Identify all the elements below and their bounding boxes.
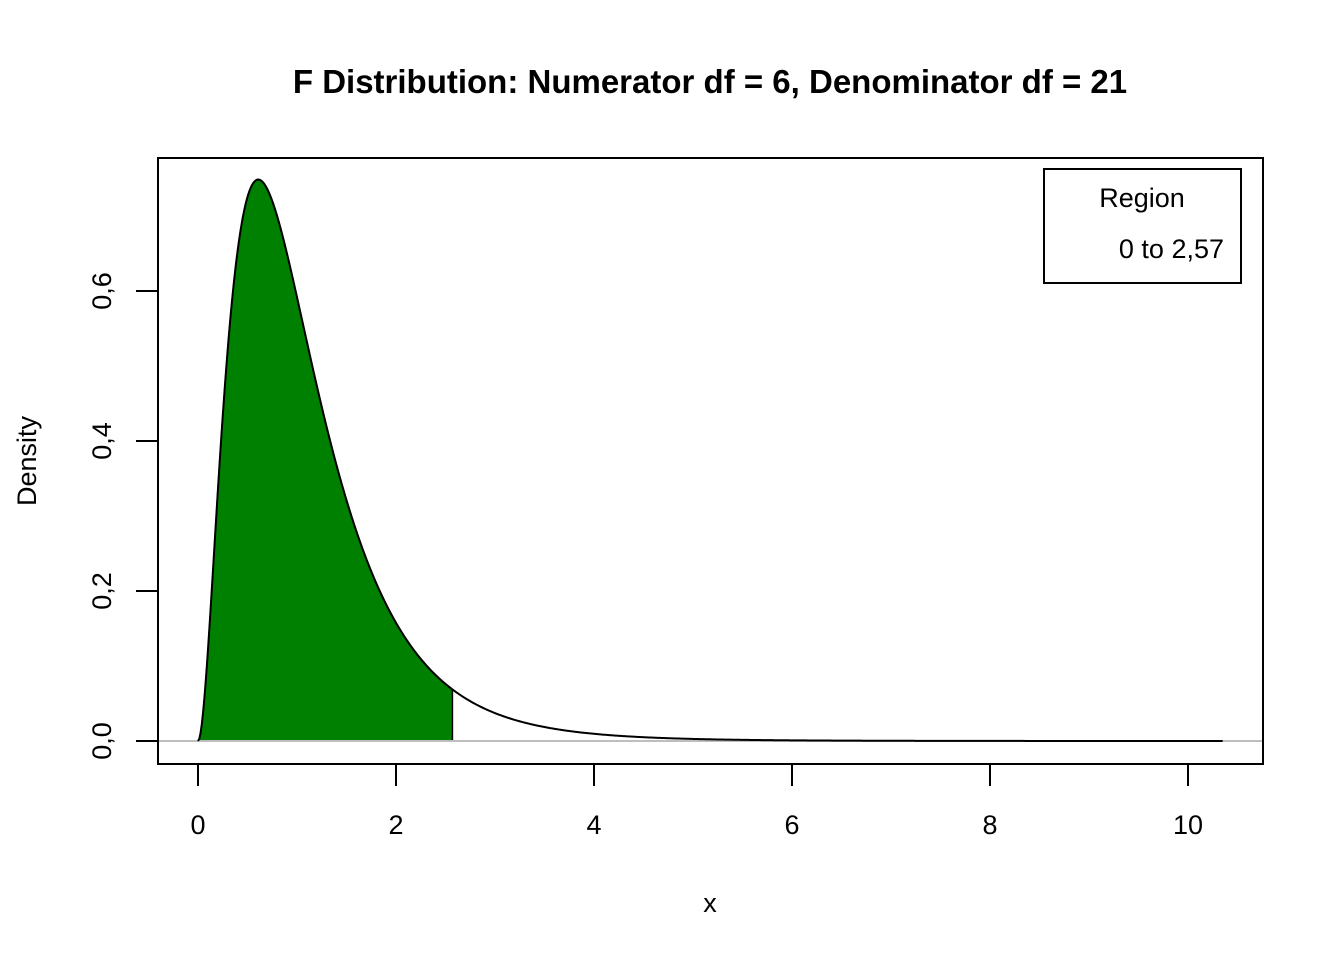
- x-tick-label: 4: [586, 810, 601, 840]
- density-curve: [197, 178, 1223, 742]
- y-axis-label: Density: [12, 415, 42, 506]
- x-axis: 0 2 4 6 8 10: [190, 763, 1203, 840]
- y-tick-label: 0,6: [87, 272, 117, 310]
- legend-entry: 0 to 2,57: [1119, 234, 1224, 264]
- x-tick-label: 2: [388, 810, 403, 840]
- x-tick-label: 6: [784, 810, 799, 840]
- y-tick-label: 0,2: [87, 572, 117, 610]
- legend-box: [1043, 168, 1242, 284]
- chart-title: F Distribution: Numerator df = 6, Denomi…: [293, 63, 1127, 100]
- legend-title: Region: [1099, 183, 1185, 213]
- x-tick-label: 0: [190, 810, 205, 840]
- y-tick-label: 0,4: [87, 422, 117, 460]
- legend: Region 0 to 2,57: [1043, 168, 1242, 284]
- y-tick-label: 0,0: [87, 722, 117, 760]
- x-axis-label: x: [703, 888, 717, 918]
- x-tick-label: 10: [1173, 810, 1203, 840]
- y-axis: 0,0 0,2 0,4 0,6: [87, 272, 159, 760]
- x-tick-label: 8: [982, 810, 997, 840]
